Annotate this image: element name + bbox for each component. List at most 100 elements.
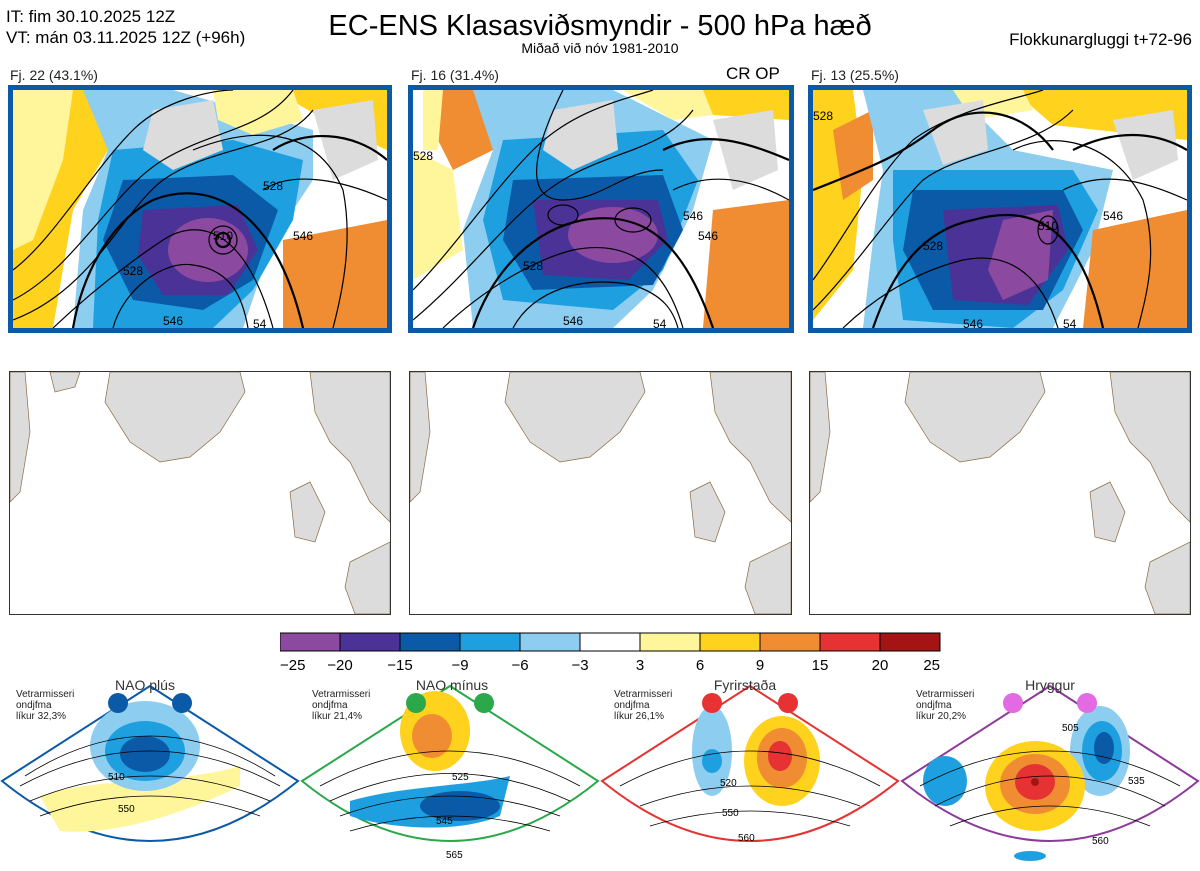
colorbar-tick: 25 <box>923 657 940 674</box>
cluster-3-anomaly-field: 528 510 528 546 546 54 <box>813 90 1187 328</box>
cluster-1-anomaly-field: 510 546 528 528 546 54 <box>13 90 387 328</box>
colorbar-tick: −15 <box>387 657 412 674</box>
contour-label: 560 <box>1092 836 1109 847</box>
cluster-2-low-centre <box>568 207 658 263</box>
contour-label: 510 <box>108 772 125 783</box>
colorbar-swatch <box>879 632 941 652</box>
regime-desc-line: ondjfma <box>916 700 952 711</box>
contour-label: 546 <box>698 229 718 243</box>
colorbar-swatch <box>459 632 521 652</box>
regime-desc-line: líkur 21,4% <box>312 711 363 722</box>
regime-name-ridge: Hryggur <box>1025 677 1075 693</box>
colorbar-swatch <box>699 632 761 652</box>
cluster-3-label: Fj. 13 (25.5%) <box>811 67 899 83</box>
regime-desc-nao-minus: Vetrarmisseri ondjfma líkur 21,4% <box>312 689 370 722</box>
cluster-3-map: 528 510 528 546 546 54 <box>808 85 1192 333</box>
colorbar-swatch <box>819 632 881 652</box>
colorbar-tick: −25 <box>280 657 305 674</box>
page-subtitle: Miðað við nóv 1981-2010 <box>521 40 679 56</box>
colorbar-tick: 9 <box>756 657 764 674</box>
classification-window: Flokkunargluggi t+72-96 <box>1009 30 1192 49</box>
colorbar-swatch <box>639 632 701 652</box>
regime-nao-plus: 510 550 <box>0 684 300 842</box>
regime-nao-minus: 525 545 565 <box>300 684 600 861</box>
cluster-2-anomaly-field: 528 546 528 546 546 54 <box>413 90 789 328</box>
cluster-2-map: 528 546 528 546 546 54 <box>408 85 794 333</box>
colorbar-swatch <box>280 632 341 652</box>
colorbar-swatch <box>519 632 581 652</box>
colorbar-tick: −20 <box>327 657 352 674</box>
colorbar-tick: 20 <box>872 657 889 674</box>
contour-label: 535 <box>1128 776 1145 787</box>
regime-desc-nao-plus: Vetrarmisseri ondjfma líkur 32,3% <box>16 689 74 722</box>
regime-name-blocking: Fyrirstaða <box>713 677 777 693</box>
valid-time: VT: mán 03.11.2025 12Z (+96h) <box>6 28 246 47</box>
regime-desc-line: Vetrarmisseri <box>16 689 75 700</box>
contour-label: 550 <box>722 808 739 819</box>
regimes-svg: 510 550 525 545 565 <box>0 684 1200 861</box>
contour-label: 546 <box>163 314 183 328</box>
colorbar-tick: 3 <box>636 657 644 674</box>
contour-label: 545 <box>436 816 453 827</box>
contour-label: 505 <box>1062 723 1079 734</box>
colorbar-tick: −9 <box>451 657 468 674</box>
land-outline-1 <box>10 372 390 614</box>
regime-name-nao-minus: NAO mínus <box>415 677 489 693</box>
cluster-1-label: Fj. 22 (43.1%) <box>10 67 98 83</box>
contour-label: 560 <box>738 833 755 844</box>
regime-desc-blocking: Vetrarmisseri ondjfma líkur 26,1% <box>614 689 672 722</box>
regime-desc-ridge: Vetrarmisseri ondjfma líkur 20,2% <box>916 689 974 722</box>
colorbar-swatch <box>759 632 821 652</box>
header-left: IT: fim 30.10.2025 12Z VT: mán 03.11.202… <box>6 6 245 48</box>
colorbar-tick: 6 <box>696 657 704 674</box>
contour-label: 510 <box>213 229 233 243</box>
contour-label: 54 <box>653 317 667 328</box>
colorbar-swatch <box>579 632 641 652</box>
land-outline-3 <box>810 372 1190 614</box>
contour-label: 54 <box>253 317 267 328</box>
colorbar-svg: −25 −20 −15 −9 −6 −3 3 6 9 15 20 25 <box>280 632 941 674</box>
regime-name-nao-plus: NAO plús <box>115 677 175 693</box>
contour-label: 520 <box>720 778 737 789</box>
regime-desc-line: ondjfma <box>16 700 52 711</box>
regime-ridge: 505 535 560 <box>900 684 1200 861</box>
regime-desc-line: ondjfma <box>614 700 650 711</box>
contour-label: 54 <box>1063 317 1077 328</box>
cluster-2-label: Fj. 16 (31.4%) <box>411 67 499 83</box>
regime-desc-line: Vetrarmisseri <box>614 689 673 700</box>
init-time: IT: fim 30.10.2025 12Z <box>6 7 176 26</box>
contour-label: 565 <box>446 850 463 861</box>
regimes-row: 510 550 525 545 565 <box>0 676 1200 871</box>
colorbar-tick: 15 <box>812 657 829 674</box>
contour-label: 528 <box>523 259 543 273</box>
contour-label: 528 <box>413 149 433 163</box>
contour-label: 525 <box>452 772 469 783</box>
colorbar: −25 −20 −15 −9 −6 −3 3 6 9 15 20 25 <box>280 632 960 676</box>
contour-label: 546 <box>293 229 313 243</box>
cluster-1-map: 510 546 528 528 546 54 <box>8 85 392 333</box>
warm-anomaly-east <box>283 220 387 328</box>
regime-desc-line: líkur 32,3% <box>16 711 67 722</box>
contour-label: 546 <box>563 314 583 328</box>
colorbar-tick: −3 <box>571 657 588 674</box>
contour-label: 546 <box>1103 209 1123 223</box>
regime-blocking: 520 550 560 <box>600 684 900 844</box>
cluster-3-low-centre <box>988 210 1053 300</box>
contour-label: 546 <box>683 209 703 223</box>
land-outline-2 <box>410 372 791 614</box>
cr-op-label: CR OP <box>726 64 780 83</box>
contour-label: 528 <box>923 239 943 253</box>
contour-label: 546 <box>963 317 983 328</box>
blank-map-1 <box>9 371 391 615</box>
regime-desc-line: ondjfma <box>312 700 348 711</box>
page-title: EC-ENS Klasasviðsmyndir - 500 hPa hæð <box>328 10 872 42</box>
regime-desc-line: Vetrarmisseri <box>916 689 975 700</box>
colorbar-tick: −6 <box>511 657 528 674</box>
regime-desc-line: líkur 26,1% <box>614 711 665 722</box>
blank-map-3 <box>809 371 1191 615</box>
blank-map-2 <box>409 371 792 615</box>
contour-label: 528 <box>263 179 283 193</box>
contour-label: 550 <box>118 804 135 815</box>
contour-label: 528 <box>123 264 143 278</box>
regime-desc-line: líkur 20,2% <box>916 711 967 722</box>
